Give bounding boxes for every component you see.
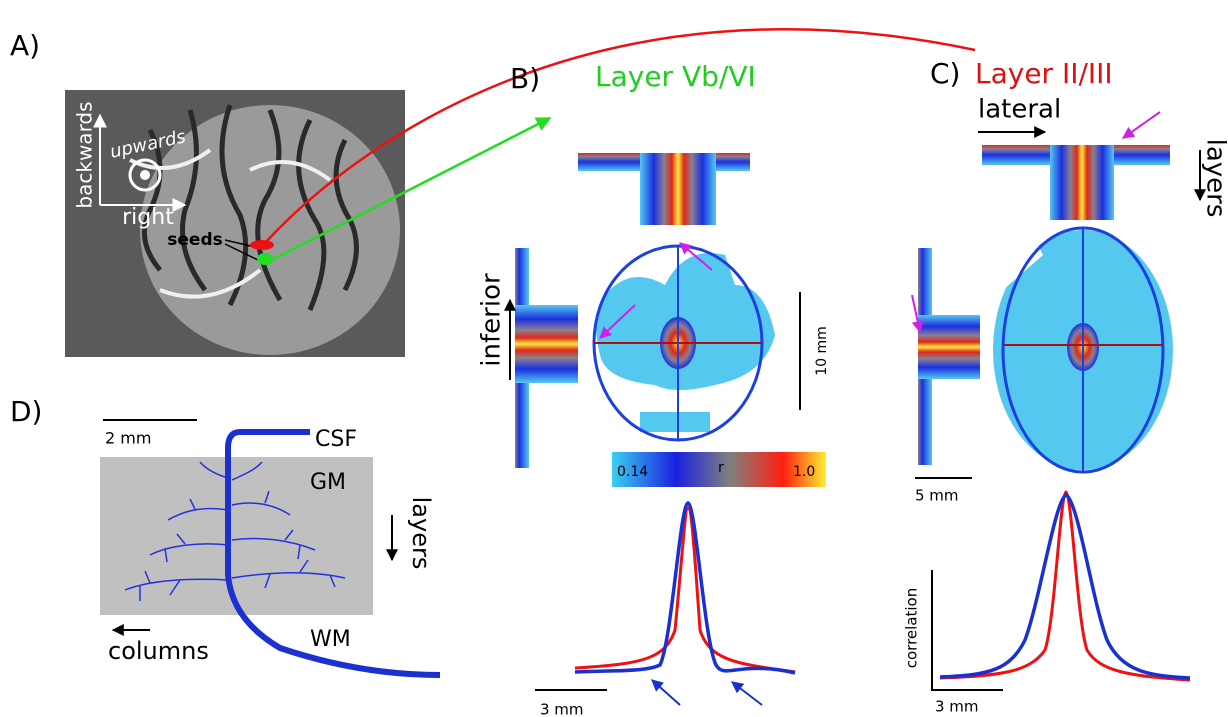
heatmap-left xyxy=(515,305,578,383)
scale-label: 3 mm xyxy=(540,701,584,717)
panel-label: B) xyxy=(510,62,540,95)
compass-dot xyxy=(140,170,150,180)
colorbar-label: r xyxy=(718,460,724,476)
annotation-arrow xyxy=(652,680,680,705)
panel-title: Layer II/III xyxy=(975,57,1113,90)
scale-label: 10 mm xyxy=(814,326,830,376)
axis-label: layers xyxy=(1201,139,1228,218)
profile-red xyxy=(575,508,795,672)
profile-red xyxy=(940,492,1190,680)
colorbar-label: 0.14 xyxy=(617,464,648,480)
panel-label: D) xyxy=(10,395,42,428)
panel-label: A) xyxy=(10,29,40,62)
annotation-arrow xyxy=(1123,112,1160,138)
heatmap-top xyxy=(640,153,716,225)
panel-title: Layer Vb/VI xyxy=(595,60,756,93)
region-label: CSF xyxy=(315,427,357,452)
axis-label: correlation xyxy=(903,588,921,669)
scale-label: 3 mm xyxy=(935,698,979,716)
colorbar-label: 1.0 xyxy=(793,464,815,480)
profile-blue xyxy=(940,495,1190,678)
seed-red xyxy=(250,240,274,250)
heatmap-top xyxy=(1050,145,1114,220)
scale-label: 5 mm xyxy=(915,487,959,505)
figure: A) backwards upwards right seeds B) Laye… xyxy=(0,0,1228,717)
direction-label: right xyxy=(122,205,174,230)
panel-label: C) xyxy=(930,57,960,90)
region-label: GM xyxy=(310,470,346,495)
annotation-arrow xyxy=(732,682,762,705)
region-label: WM xyxy=(310,627,351,652)
seed-green xyxy=(257,253,273,265)
correlation-map xyxy=(640,412,710,432)
axis-label: layers xyxy=(407,497,435,570)
scale-label: 2 mm xyxy=(105,429,151,448)
axis-label: lateral xyxy=(978,95,1061,125)
direction-label: backwards xyxy=(73,101,97,208)
heatmap-left xyxy=(918,315,980,379)
axis-label: columns xyxy=(108,637,209,665)
seeds-label: seeds xyxy=(167,230,222,250)
axis-label: inferior xyxy=(477,273,507,367)
